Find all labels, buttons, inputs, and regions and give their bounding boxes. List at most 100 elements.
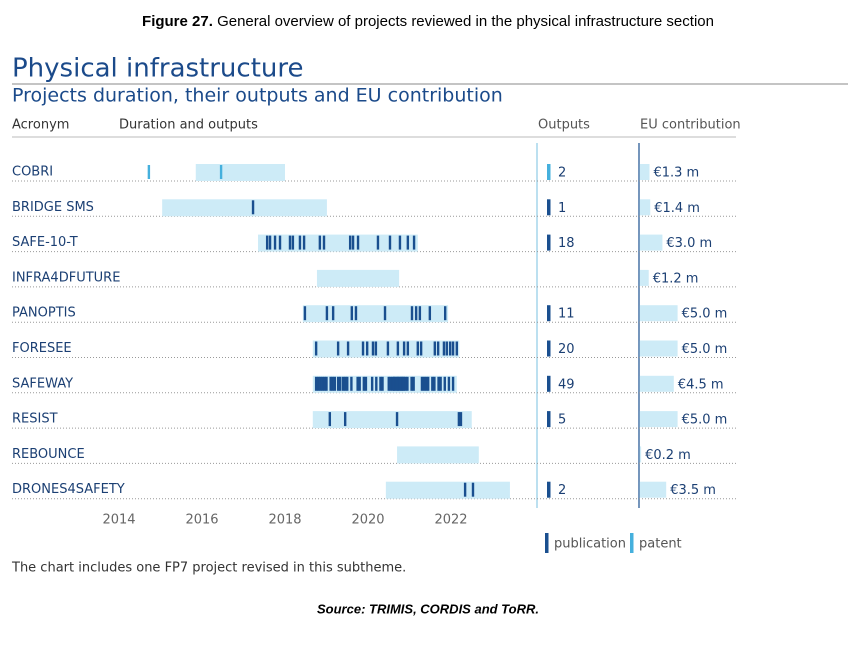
outputs-count-label: 18 [558, 236, 575, 251]
duration-bar [316, 269, 400, 287]
publication-mark [395, 412, 399, 427]
legend-label: publication [554, 537, 626, 552]
publication-mark [302, 235, 306, 250]
duration-bar [302, 305, 449, 323]
publication-mark [358, 376, 361, 391]
publication-mark [251, 200, 255, 215]
publication-mark [394, 376, 397, 391]
caption-text: General overview of projects reviewed in… [217, 13, 714, 30]
publication-mark [321, 376, 324, 391]
eu-contribution-label: €5.0 m [682, 342, 728, 357]
duration-bar [397, 446, 479, 464]
publication-mark [388, 235, 392, 250]
publication-mark [370, 376, 374, 391]
eu-contribution-bar [639, 411, 678, 428]
chart-title: Physical infrastructure [12, 54, 304, 84]
publication-mark [424, 376, 428, 391]
publication-mark [431, 376, 434, 391]
publication-mark [436, 341, 440, 356]
eu-contribution-label: €5.0 m [682, 307, 728, 322]
publication-mark [376, 235, 380, 250]
publication-mark [365, 341, 369, 356]
publication-mark [457, 412, 461, 427]
publication-mark [443, 306, 447, 321]
publication-mark [314, 376, 318, 391]
project-acronym: FORESEE [12, 341, 72, 356]
publication-mark [331, 306, 335, 321]
publication-mark [418, 306, 422, 321]
publication-mark [379, 376, 382, 391]
outputs-count-mark [547, 340, 551, 357]
publication-mark [350, 306, 354, 321]
project-acronym: BRIDGE SMS [12, 200, 94, 215]
publication-mark [333, 376, 336, 391]
project-acronym: PANOPTIS [12, 306, 76, 321]
project-acronym: SAFE-10-T [12, 235, 78, 250]
publication-mark [455, 341, 459, 356]
publication-mark [350, 376, 353, 391]
publication-mark [319, 376, 322, 391]
publication-mark [351, 235, 355, 250]
publication-mark [336, 341, 340, 356]
publication-mark [443, 376, 446, 391]
project-acronym: DRONES4SAFETY [12, 482, 125, 497]
eu-contribution-label: €1.3 m [653, 166, 699, 181]
publication-mark [331, 376, 334, 391]
publication-mark [303, 306, 307, 321]
publication-mark [336, 376, 340, 391]
outputs-count-mark [547, 305, 551, 322]
eu-contribution-bar [639, 305, 678, 322]
publication-mark [391, 376, 395, 391]
publication-mark [314, 341, 318, 356]
publication-mark [317, 376, 320, 391]
x-tick-label: 2020 [351, 513, 384, 528]
publication-mark [406, 235, 410, 250]
publication-mark [318, 235, 322, 250]
eu-contribution-label: €3.5 m [670, 483, 716, 498]
eu-contribution-label: €4.5 m [678, 377, 724, 392]
publication-mark [346, 341, 350, 356]
publication-mark [361, 341, 365, 356]
publication-mark [395, 376, 399, 391]
caption-label: Figure 27. [142, 13, 213, 30]
publication-mark [398, 235, 402, 250]
publication-mark [346, 376, 349, 391]
publication-mark [343, 412, 347, 427]
publication-mark [414, 306, 418, 321]
publication-mark [402, 341, 406, 356]
outputs-count-mark [547, 481, 551, 498]
project-acronym: RESIST [12, 412, 58, 427]
column-header: Duration and outputs [119, 118, 258, 133]
publication-mark [298, 235, 302, 250]
publication-mark [442, 341, 446, 356]
eu-contribution-label: €5.0 m [682, 413, 728, 428]
chart-subtitle: Projects duration, their outputs and EU … [12, 85, 503, 107]
publication-mark [265, 235, 269, 250]
duration-bar [195, 164, 285, 181]
outputs-count-mark [547, 375, 551, 392]
figure-caption: Figure 27. General overview of projects … [142, 13, 714, 30]
duration-bar [258, 234, 418, 252]
x-tick-label: 2018 [268, 513, 301, 528]
eu-contribution-label: €3.0 m [666, 236, 712, 251]
eu-contribution-label: €1.4 m [654, 201, 700, 216]
publication-mark [428, 306, 432, 321]
footnote: The chart includes one FP7 project revis… [11, 561, 406, 576]
publication-mark [396, 341, 400, 356]
publication-mark [374, 341, 378, 356]
publication-mark [459, 412, 463, 427]
legend-label: patent [639, 537, 682, 552]
publication-mark [426, 376, 430, 391]
publication-mark [463, 482, 467, 497]
outputs-count-label: 2 [558, 483, 566, 498]
duration-bar [312, 340, 460, 358]
eu-contribution-bar [639, 164, 650, 180]
publication-mark [447, 376, 451, 391]
outputs-count-label: 49 [558, 377, 575, 392]
publication-mark [412, 235, 416, 250]
publication-mark [362, 376, 366, 391]
x-tick-label: 2016 [185, 513, 218, 528]
publication-mark [404, 376, 407, 391]
publication-mark [328, 412, 332, 427]
